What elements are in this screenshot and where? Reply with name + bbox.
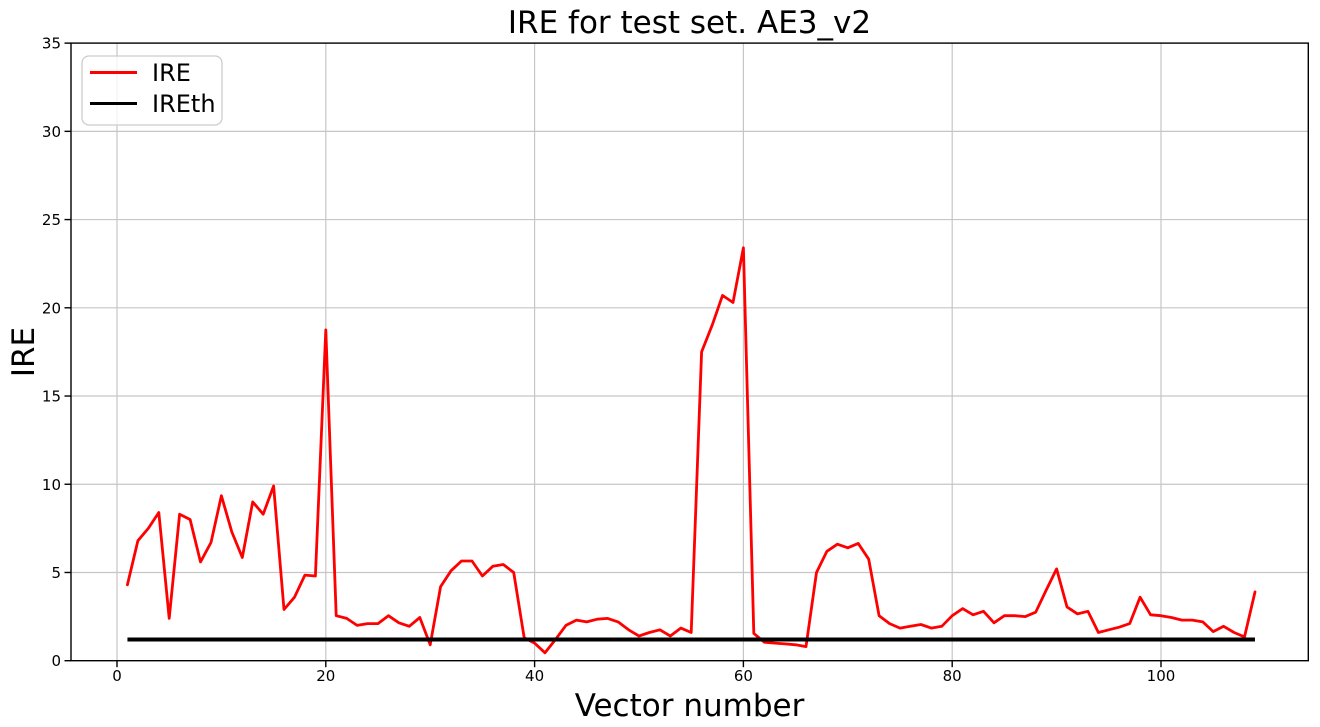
x-tick-label: 20 bbox=[316, 667, 335, 685]
chart-title: IRE for test set. AE3_v2 bbox=[508, 5, 871, 41]
y-tick-label: 0 bbox=[51, 652, 61, 670]
legend-label-ireth: IREth bbox=[152, 90, 216, 118]
legend: IRE IREth bbox=[81, 55, 223, 126]
plot-area bbox=[71, 43, 1309, 661]
gridlines bbox=[71, 43, 1309, 661]
data-series bbox=[126, 246, 1257, 655]
y-tick-label: 10 bbox=[42, 476, 61, 494]
legend-label-ire: IRE bbox=[152, 59, 191, 87]
x-axis-label: Vector number bbox=[575, 688, 805, 724]
x-tick-label: 100 bbox=[1147, 667, 1176, 685]
x-tick-label: 60 bbox=[734, 667, 753, 685]
y-tick-label: 25 bbox=[42, 211, 61, 229]
y-tick-label: 15 bbox=[42, 388, 61, 406]
y-tick-label: 30 bbox=[42, 123, 61, 141]
x-tick-label: 80 bbox=[943, 667, 962, 685]
y-axis-label: IRE bbox=[6, 327, 42, 377]
y-axis-ticks: 0 5 10 15 20 25 30 35 bbox=[42, 35, 71, 670]
ire-line bbox=[126, 246, 1257, 655]
x-tick-label: 40 bbox=[525, 667, 544, 685]
y-tick-label: 35 bbox=[42, 35, 61, 53]
x-tick-label: 0 bbox=[112, 667, 122, 685]
y-tick-label: 5 bbox=[51, 564, 61, 582]
y-tick-label: 20 bbox=[42, 299, 61, 317]
x-axis-ticks: 0 20 40 60 80 100 bbox=[112, 660, 1176, 685]
axes-spines bbox=[70, 42, 1310, 662]
